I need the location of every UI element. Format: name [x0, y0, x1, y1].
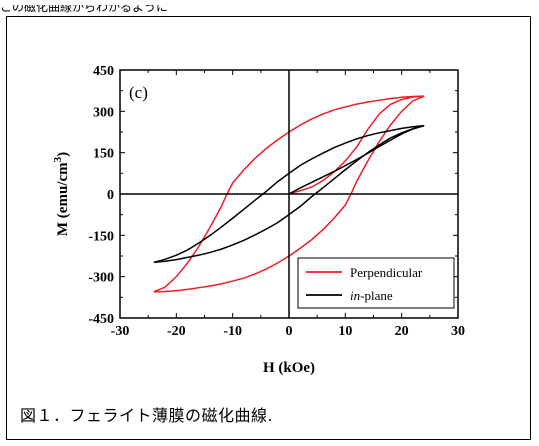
x-tick-label: -20: [167, 324, 186, 339]
y-tick-label: 300: [93, 105, 114, 120]
series-line-in-plane: [153, 124, 425, 264]
x-axis-label: H (kOe): [263, 360, 315, 376]
y-tick-label: -300: [88, 271, 114, 286]
figure-caption: 図１．フェライト薄膜の磁化曲線.: [20, 406, 274, 425]
y-tick-label: 450: [93, 64, 114, 79]
y-axis-label: M (emu/cm3): [52, 152, 71, 236]
series-line-perpendicular: [153, 95, 425, 293]
y-tick-label: -150: [88, 229, 114, 244]
x-tick-label: 20: [395, 324, 409, 339]
x-tick-label: -10: [223, 324, 242, 339]
cropped-top-text: この磁化曲線からわかるように: [0, 0, 169, 14]
x-tick-label: 10: [338, 324, 352, 339]
legend-box: [297, 257, 455, 309]
x-tick-label: 0: [286, 324, 293, 339]
y-tick-label: 150: [93, 147, 114, 162]
y-tick-label: 0: [107, 188, 114, 203]
legend-label: Perpendicular: [350, 265, 423, 280]
y-tick-label: -450: [88, 312, 114, 327]
legend-label: in-plane: [350, 288, 393, 303]
x-tick-label: 30: [451, 324, 465, 339]
x-tick-label: -30: [111, 324, 130, 339]
panel-label: (c): [129, 83, 148, 102]
plot-area: -30 -20 -10 0 10 20 30 -450 -300 -150 0 150 300 450 H …: [52, 64, 465, 376]
